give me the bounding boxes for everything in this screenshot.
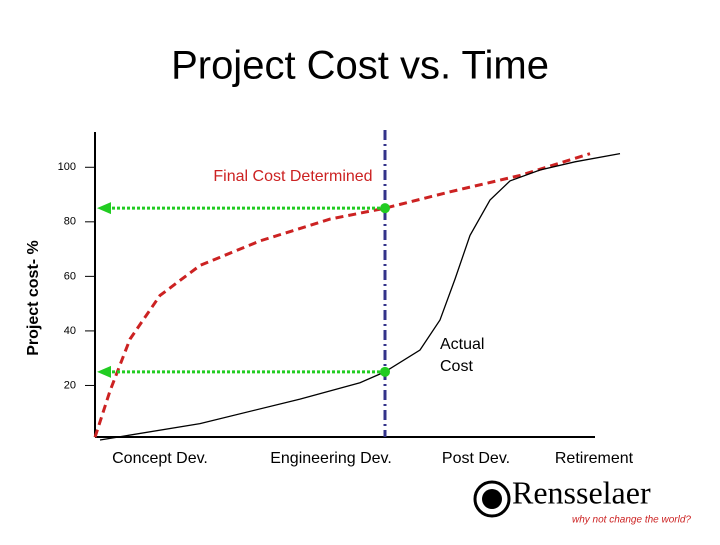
y-tick-label: 80	[64, 216, 76, 228]
x-category-label: Post Dev.	[442, 450, 510, 467]
annotation: Actual Cost Realized	[440, 336, 485, 375]
x-category-label: Engineering Dev.	[270, 450, 392, 467]
series-line	[99, 152, 621, 441]
x-category-label: Retirement	[555, 450, 634, 467]
arrow-head	[97, 202, 111, 215]
y-tick-label: 40	[64, 325, 76, 337]
logo-name: Rensselaer	[512, 474, 651, 510]
milestone-marker	[380, 366, 390, 377]
y-axis-label: Project cost- %	[25, 240, 42, 356]
chart-title: Project Cost vs. Time	[171, 44, 549, 88]
series-line	[93, 152, 591, 438]
arrow-head	[97, 365, 111, 378]
annotation-box: Actual Cost Realized	[440, 336, 485, 375]
x-category-label: Concept Dev.	[112, 450, 208, 467]
annotation: Final Cost Determined	[213, 168, 372, 185]
logo-tagline: why not change the world?	[572, 515, 691, 526]
y-tick-label: 20	[64, 379, 76, 391]
milestone-marker	[380, 203, 390, 214]
logo-seal	[473, 480, 511, 518]
y-tick-label: 100	[58, 161, 76, 173]
y-tick-label: 60	[64, 270, 76, 282]
logo: Rensselaer why not change the world?	[473, 474, 691, 526]
logo-seal	[482, 489, 502, 509]
